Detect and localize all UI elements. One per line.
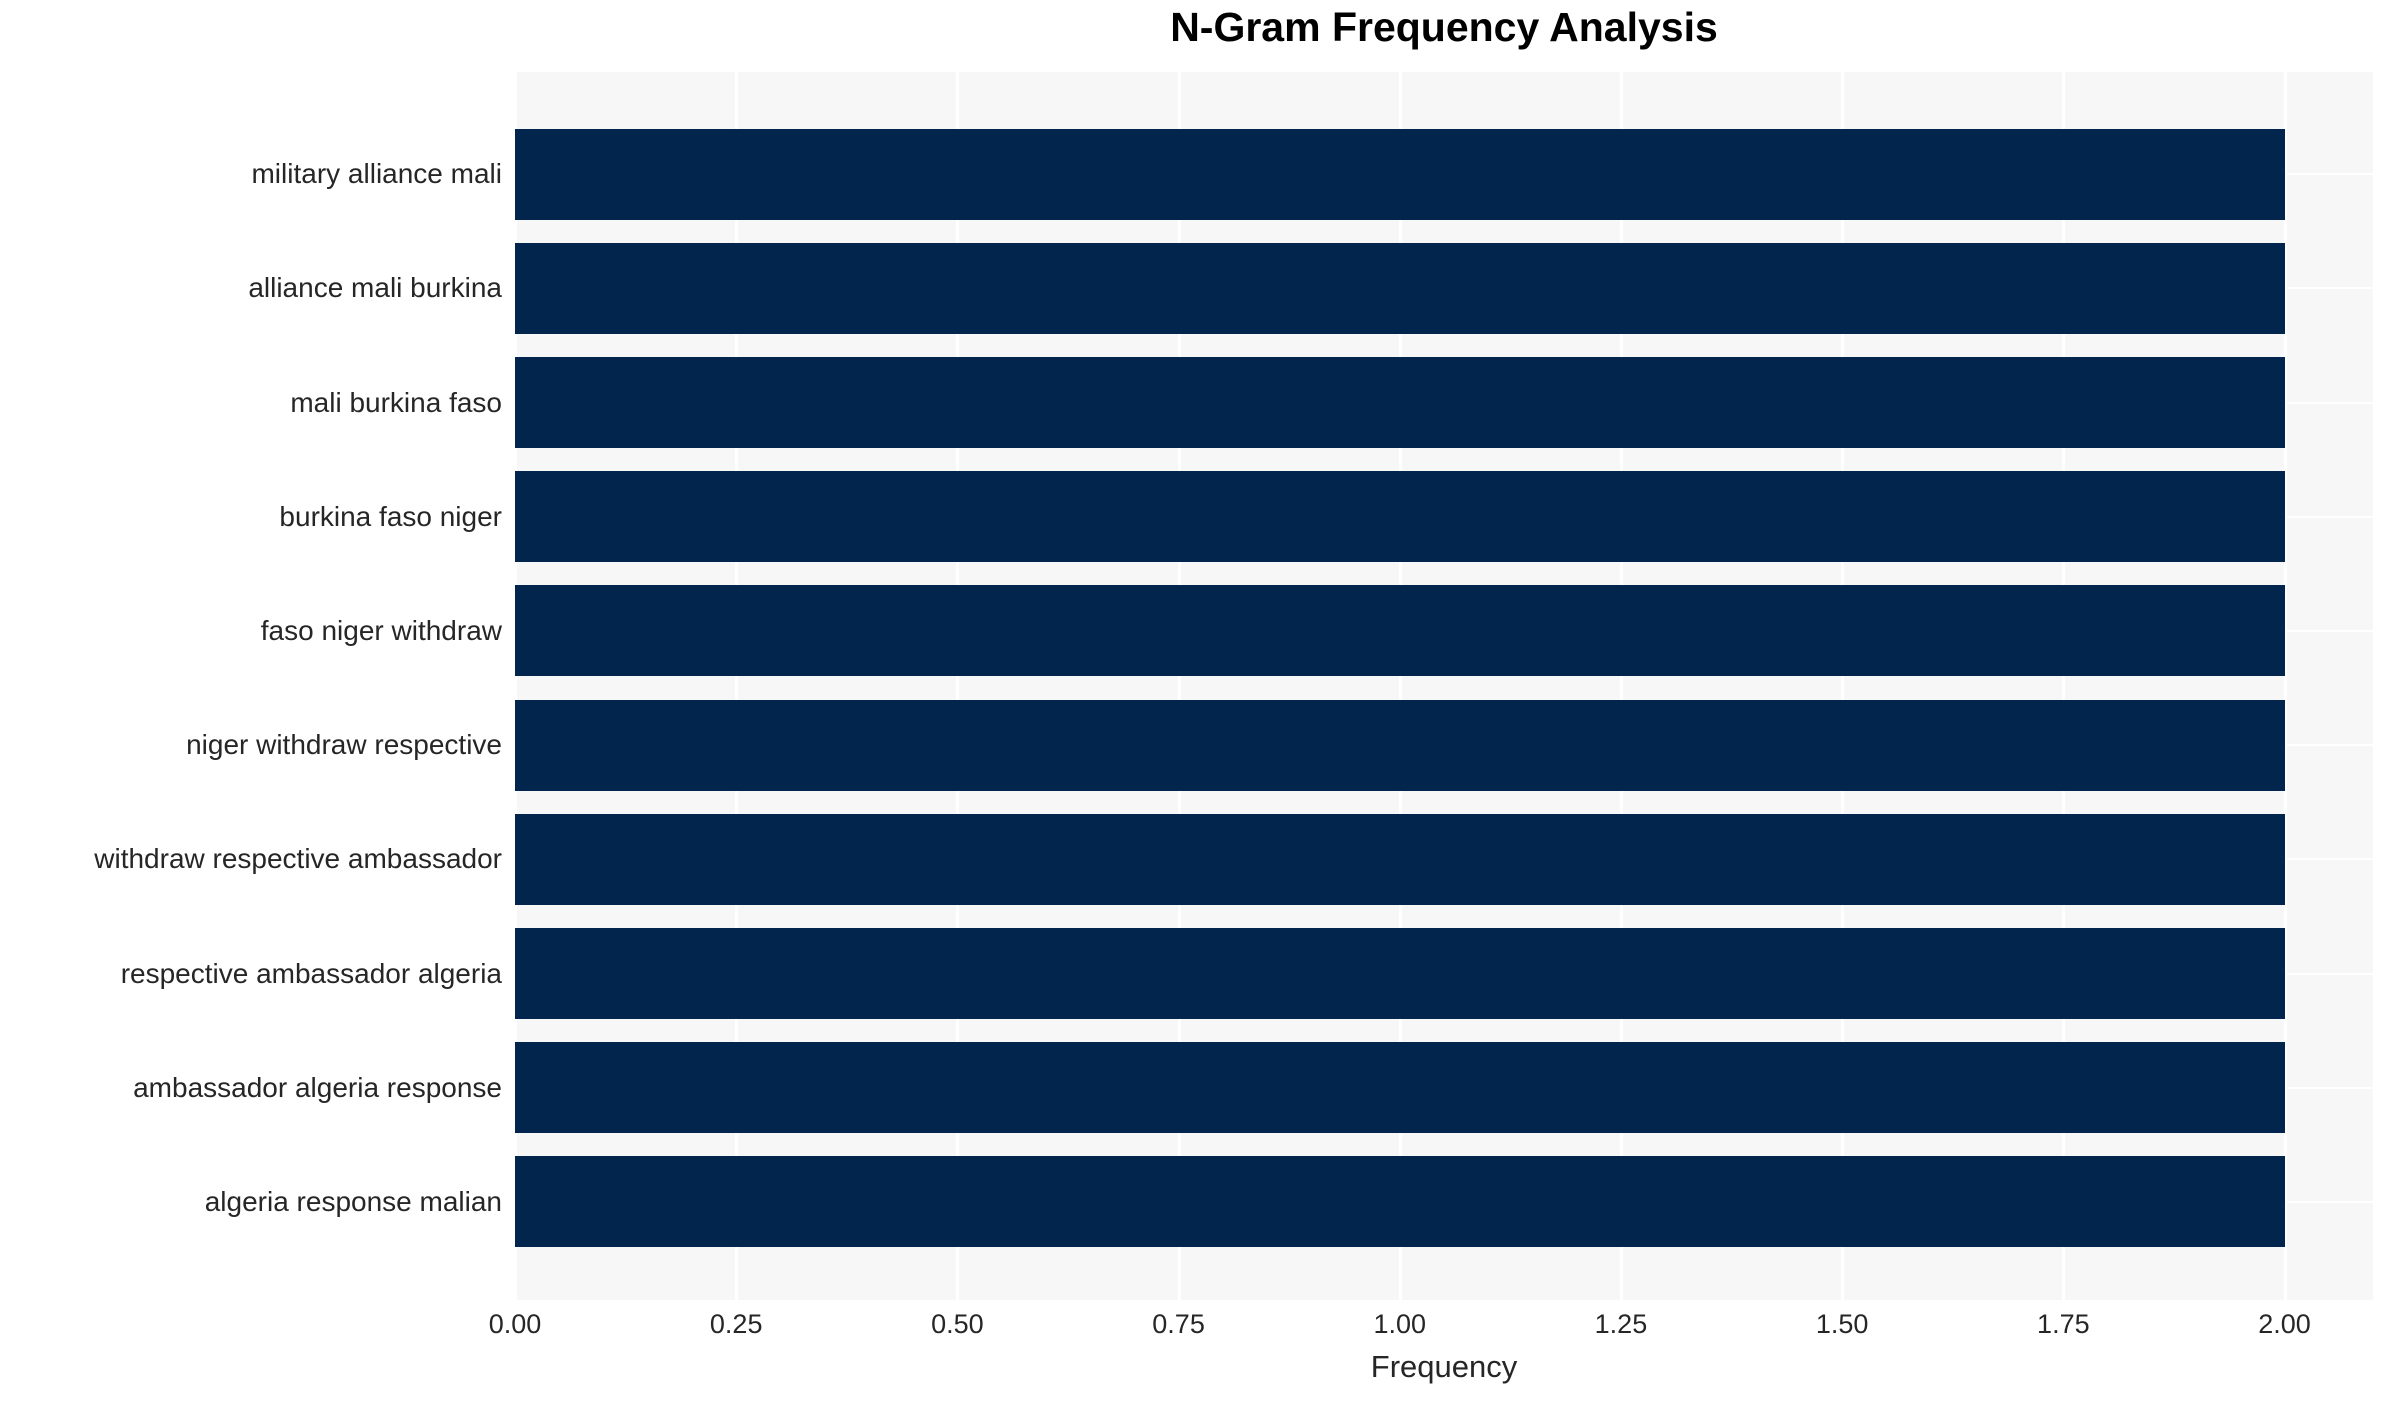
- bar-row: [515, 345, 2373, 459]
- x-tick-label: 1.50: [1815, 1309, 1869, 1339]
- bar: [515, 242, 2285, 334]
- bar: [515, 699, 2285, 791]
- gridline-vertical: [956, 72, 960, 1300]
- bar-row: [515, 117, 2373, 231]
- bar: [515, 471, 2285, 563]
- y-tick-label: alliance mali burkina: [248, 272, 502, 304]
- bar: [515, 585, 2285, 677]
- bar-row: [515, 574, 2373, 688]
- y-tick-label: military alliance mali: [251, 158, 502, 190]
- bar-row: [515, 916, 2373, 1030]
- x-tick-label: 1.75: [2037, 1309, 2090, 1339]
- gridline-vertical: [2283, 72, 2287, 1300]
- bar: [515, 928, 2285, 1020]
- x-tick-label: 0.75: [1152, 1309, 1205, 1339]
- y-tick-label: mali burkina faso: [290, 386, 502, 418]
- x-tick-label: 1.25: [1594, 1309, 1648, 1339]
- y-tick-label: faso niger withdraw: [260, 614, 502, 646]
- bar: [515, 357, 2285, 448]
- y-axis-labels: military alliance mali alliance mali burk…: [0, 72, 502, 1300]
- y-tick-label: niger withdraw respective: [186, 729, 502, 761]
- x-tick-label: 1.00: [1373, 1309, 1427, 1339]
- gridline-vertical: [2062, 72, 2066, 1300]
- bar-row: [515, 1145, 2373, 1259]
- gridline-vertical: [1841, 72, 1845, 1300]
- x-tick-label: 0.00: [488, 1309, 542, 1339]
- chart-title: N-Gram Frequency Analysis: [1170, 4, 1718, 50]
- x-axis-ticks: 0.00 0.25 0.50 0.75 1.00 1.25 1.50 1.75 2.00: [489, 1309, 2373, 1343]
- bar: [515, 813, 2285, 905]
- bar: [515, 1156, 2285, 1248]
- y-tick-label: respective ambassador algeria: [120, 957, 502, 989]
- x-axis-title: Frequency: [1370, 1349, 1518, 1384]
- gridline-vertical: [1398, 72, 1402, 1300]
- x-tick-label: 0.25: [709, 1309, 763, 1339]
- bar-row: [515, 688, 2373, 802]
- bar-rows: [515, 72, 2373, 1300]
- y-tick-label: algeria response malian: [204, 1185, 502, 1217]
- gridline-vertical: [1619, 72, 1623, 1300]
- bar-row: [515, 231, 2373, 345]
- gridline-vertical: [735, 72, 739, 1300]
- gridline-vertical: [1177, 72, 1181, 1300]
- bar-row: [515, 1031, 2373, 1145]
- bar: [515, 1042, 2285, 1134]
- bar-row: [515, 460, 2373, 574]
- bar: [515, 128, 2285, 220]
- x-tick-label: 0.50: [931, 1309, 984, 1339]
- x-tick-label: 2.00: [2258, 1309, 2311, 1339]
- y-tick-label: withdraw respective ambassador: [94, 843, 502, 875]
- gridline-vertical: [514, 72, 517, 1300]
- y-tick-label: ambassador algeria response: [133, 1071, 502, 1103]
- y-tick-label: burkina faso niger: [279, 500, 502, 532]
- bar-row: [515, 802, 2373, 916]
- plot-area: [514, 72, 2373, 1300]
